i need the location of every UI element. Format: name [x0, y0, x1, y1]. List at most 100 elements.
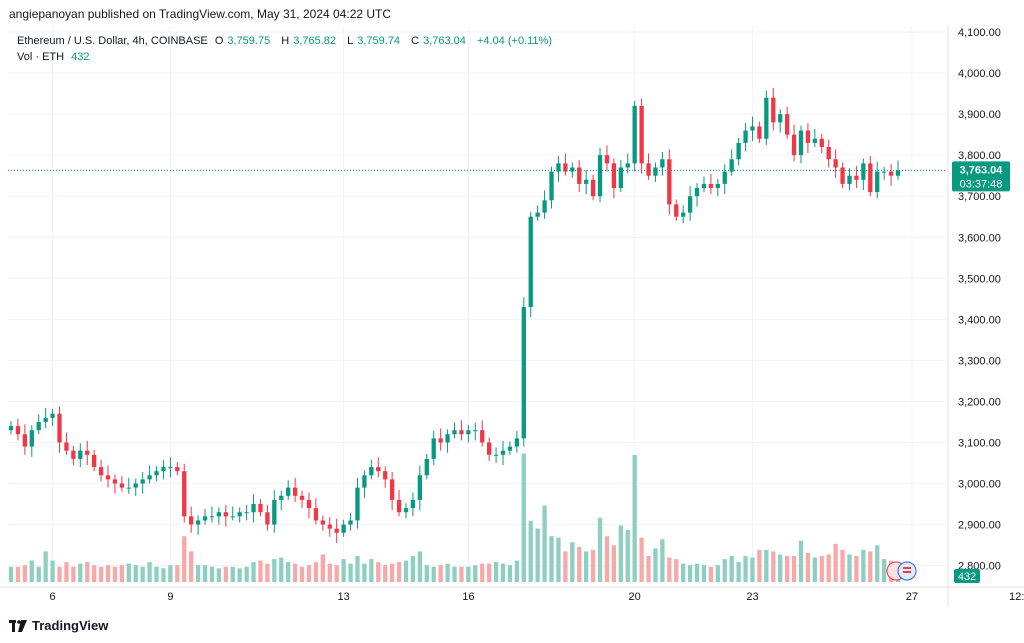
- candle-body[interactable]: [202, 516, 208, 521]
- candle-body[interactable]: [29, 430, 34, 447]
- candle-body[interactable]: [244, 512, 249, 514]
- candle-body[interactable]: [521, 307, 526, 439]
- candle-body[interactable]: [715, 183, 720, 189]
- candle-body[interactable]: [147, 475, 152, 480]
- candle-body[interactable]: [660, 159, 665, 168]
- candle-body[interactable]: [209, 516, 215, 518]
- candle-body[interactable]: [306, 499, 312, 509]
- candle-body[interactable]: [341, 524, 346, 533]
- candle-body[interactable]: [327, 524, 332, 529]
- candle-body[interactable]: [729, 159, 734, 172]
- candle-body[interactable]: [112, 479, 118, 484]
- candle-body[interactable]: [216, 512, 222, 517]
- candle-body[interactable]: [473, 430, 478, 432]
- candle-body[interactable]: [507, 446, 513, 451]
- tradingview-brand[interactable]: TradingView: [9, 618, 108, 633]
- candle-body[interactable]: [223, 512, 228, 517]
- candle-body[interactable]: [791, 134, 797, 156]
- price-chart[interactable]: 2,800.002,900.003,000.003,100.003,200.00…: [0, 26, 1024, 606]
- candle-body[interactable]: [611, 163, 617, 189]
- candle-body[interactable]: [667, 159, 672, 205]
- candle-body[interactable]: [313, 508, 319, 521]
- candle-body[interactable]: [743, 130, 748, 143]
- candle-body[interactable]: [584, 179, 589, 184]
- candle-body[interactable]: [396, 499, 402, 513]
- candle-body[interactable]: [15, 426, 21, 435]
- candle-body[interactable]: [604, 155, 610, 164]
- candle-body[interactable]: [487, 442, 492, 455]
- candle-body[interactable]: [764, 97, 769, 139]
- candle-body[interactable]: [459, 430, 464, 435]
- candle-body[interactable]: [105, 475, 111, 480]
- candle-body[interactable]: [590, 179, 596, 197]
- candle-body[interactable]: [812, 138, 817, 143]
- candle-body[interactable]: [500, 450, 506, 455]
- candle-body[interactable]: [348, 520, 353, 525]
- candle-body[interactable]: [355, 487, 360, 521]
- candle-body[interactable]: [881, 171, 887, 173]
- candle-body[interactable]: [119, 483, 125, 488]
- candle-body[interactable]: [230, 516, 235, 518]
- candle-body[interactable]: [71, 450, 76, 459]
- candle-body[interactable]: [750, 126, 755, 131]
- candle-body[interactable]: [736, 142, 741, 160]
- candle-body[interactable]: [417, 475, 422, 500]
- candle-body[interactable]: [369, 467, 374, 476]
- candle-body[interactable]: [64, 442, 69, 451]
- candle-body[interactable]: [840, 167, 845, 184]
- candle-body[interactable]: [868, 163, 873, 193]
- candle-body[interactable]: [819, 138, 824, 147]
- candle-body[interactable]: [140, 479, 145, 484]
- candle-body[interactable]: [646, 163, 651, 176]
- candle-body[interactable]: [389, 479, 395, 500]
- candle-body[interactable]: [438, 438, 443, 443]
- chart-frame[interactable]: 2,800.00 2,900.00 3,000.00 3,100.00 3,200.00…: [0, 26, 1024, 606]
- candle-body[interactable]: [618, 167, 623, 189]
- candle-body[interactable]: [556, 163, 561, 172]
- candle-body[interactable]: [168, 467, 173, 469]
- candle-body[interactable]: [286, 487, 291, 496]
- candle-body[interactable]: [466, 430, 471, 435]
- candle-body[interactable]: [85, 450, 90, 455]
- candle-body[interactable]: [757, 126, 762, 139]
- candle-body[interactable]: [701, 183, 707, 189]
- candle-body[interactable]: [265, 512, 270, 525]
- candle-body[interactable]: [362, 475, 367, 488]
- candle-body[interactable]: [875, 171, 880, 193]
- candle-body[interactable]: [376, 467, 381, 472]
- candle-body[interactable]: [251, 504, 256, 513]
- candle-body[interactable]: [57, 413, 62, 443]
- candle-body[interactable]: [195, 520, 201, 525]
- candle-body[interactable]: [445, 434, 450, 443]
- candle-body[interactable]: [625, 163, 630, 168]
- candle-body[interactable]: [189, 516, 194, 525]
- candle-body[interactable]: [334, 528, 339, 533]
- candle-body[interactable]: [798, 130, 804, 156]
- candle-body[interactable]: [92, 454, 97, 468]
- candle-body[interactable]: [722, 171, 727, 184]
- candle-body[interactable]: [784, 114, 790, 135]
- candle-body[interactable]: [694, 188, 700, 197]
- candle-body[interactable]: [653, 167, 658, 176]
- volume-tag[interactable]: [954, 569, 980, 583]
- candle-body[interactable]: [403, 508, 409, 513]
- candle-body[interactable]: [542, 200, 547, 213]
- candle-body[interactable]: [597, 155, 603, 197]
- candle-body[interactable]: [98, 467, 104, 476]
- candle-body[interactable]: [279, 495, 284, 500]
- candle-body[interactable]: [563, 163, 568, 172]
- candle-body[interactable]: [126, 487, 131, 489]
- candle-body[interactable]: [237, 512, 242, 517]
- candle-body[interactable]: [50, 413, 55, 418]
- candle-body[interactable]: [154, 471, 159, 476]
- candle-body[interactable]: [410, 499, 416, 509]
- candle-body[interactable]: [847, 175, 852, 184]
- candle-body[interactable]: [528, 216, 533, 308]
- candle-body[interactable]: [826, 146, 831, 160]
- candle-body[interactable]: [639, 105, 644, 164]
- candle-body[interactable]: [299, 495, 305, 500]
- candle-body[interactable]: [805, 130, 811, 143]
- candle-body[interactable]: [687, 196, 693, 213]
- last-price-tag[interactable]: [952, 161, 1010, 192]
- candle-body[interactable]: [674, 204, 679, 217]
